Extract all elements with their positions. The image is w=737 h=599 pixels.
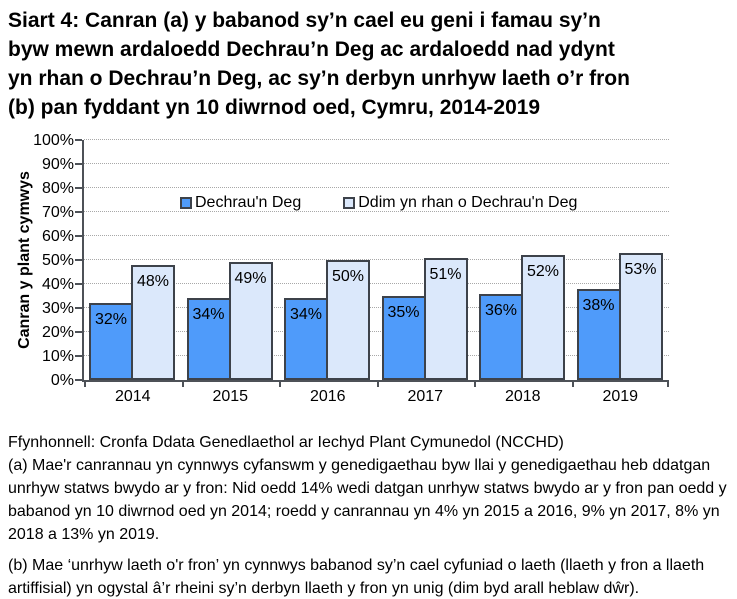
footnote-b: (b) Mae ‘unrhyw laeth o'r fron’ yn cynnw… [8, 557, 705, 597]
bar-value-label: 48% [136, 272, 170, 290]
y-axis-tick-label: 60% [41, 227, 74, 245]
bar-value-label: 50% [331, 268, 365, 285]
legend-label: Dechrau'n Deg [195, 194, 302, 211]
y-axis-tick-label: 40% [41, 275, 74, 293]
bar-2014-series1: 32% [89, 303, 133, 380]
footer-notes: Ffynhonnell: Cronfa Ddata Genedlaethol a… [8, 431, 734, 599]
y-tick-mark [75, 163, 82, 165]
x-axis-tick-label: 2014 [114, 388, 151, 405]
bar-2016-series2: 50% [326, 260, 370, 380]
x-tick-mark [181, 382, 184, 387]
y-tick-mark [75, 307, 82, 309]
bar-2017-series1: 35% [381, 296, 426, 380]
y-axis-tick-label: 30% [41, 299, 74, 317]
bar-value-label: 53% [624, 260, 657, 278]
x-tick-mark [571, 382, 574, 387]
x-axis-tick-label: 2018 [504, 388, 541, 405]
legend: Dechrau'n Deg Ddim yn rhan o Dechrau'n De… [180, 194, 577, 212]
footnote-a: (a) Mae'r canrannau yn cynnwys cyfanswm … [8, 457, 727, 543]
bar-2015-series2: 49% [228, 262, 273, 380]
y-axis-tick-label: 70% [41, 203, 74, 221]
title-line: byw mewn ardaloedd Dechrau’n Deg ac arda… [8, 38, 615, 61]
y-axis-tick-label: 10% [41, 347, 74, 365]
y-tick-mark [75, 259, 82, 261]
bar-value-label: 49% [234, 270, 267, 288]
legend-item: Ddim yn rhan o Dechrau'n Deg [343, 194, 577, 212]
bar-value-label: 38% [582, 296, 615, 314]
y-axis-tick-label: 80% [41, 179, 74, 197]
y-tick-mark [75, 139, 82, 141]
x-tick-mark [279, 382, 281, 387]
y-axis-tick-label: 50% [41, 251, 74, 269]
chart-title: Siart 4: Canran (a) y babanod sy’n cael … [8, 6, 732, 122]
gridline [84, 211, 669, 212]
legend-label: Ddim yn rhan o Dechrau'n Deg [358, 194, 578, 211]
bar-2019-series1: 38% [576, 288, 621, 380]
bar-value-label: 36% [484, 301, 518, 319]
bar-value-label: 32% [94, 311, 128, 329]
bar-2018-series1: 36% [479, 293, 523, 380]
x-tick-mark [84, 382, 86, 387]
title-line: Siart 4: Canran (a) y babanod sy’n cael … [8, 9, 601, 32]
bar-2016-series1: 34% [284, 298, 328, 380]
bar-2014-series2: 48% [131, 264, 175, 380]
legend-swatch-icon [343, 197, 356, 209]
bar-value-label: 52% [526, 263, 560, 281]
legend-item: Dechrau'n Deg [180, 194, 301, 212]
y-tick-mark [75, 235, 82, 237]
gridline [84, 283, 669, 284]
gridline [84, 235, 669, 236]
gridline [84, 187, 669, 188]
y-axis-tick-labels: 0% 10% 20% 30% 40% 50% 60% 70% 80% 90% 100% [0, 132, 74, 389]
y-axis-tick-label: 100% [33, 131, 74, 149]
x-axis-tick-label: 2016 [309, 388, 346, 405]
gridline [84, 259, 669, 260]
bar-value-label: 34% [192, 306, 225, 324]
x-tick-mark [376, 382, 379, 387]
y-tick-mark [75, 331, 82, 333]
y-tick-mark [75, 283, 82, 285]
bar-2015-series1: 34% [186, 298, 231, 380]
legend-swatch-icon [180, 197, 192, 209]
bar-2017-series2: 51% [423, 257, 468, 380]
x-axis-tick-label: 2017 [407, 388, 444, 405]
y-axis-tick-label: 20% [41, 323, 74, 341]
y-axis-tick-label: 90% [41, 155, 74, 173]
gridline [84, 331, 669, 332]
x-axis-tick-label: 2019 [602, 388, 639, 405]
bar-value-label: 51% [429, 265, 462, 283]
gridline [84, 163, 669, 164]
bar-value-label: 35% [387, 304, 420, 321]
title-line: (b) pan fyddant yn 10 diwrnod oed, Cymru… [8, 96, 541, 119]
source-note: Ffynhonnell: Cronfa Ddata Genedlaethol a… [8, 434, 564, 451]
gridline [84, 139, 669, 140]
x-tick-mark [667, 382, 669, 387]
y-tick-mark [75, 379, 82, 381]
title-line: yn rhan o Dechrau’n Deg, ac sy’n derbyn … [8, 67, 630, 90]
bar-2018-series2: 52% [521, 255, 565, 380]
gridline [84, 307, 669, 308]
bar-2019-series2: 53% [618, 252, 663, 380]
x-axis-tick-label: 2015 [212, 388, 249, 405]
gridline [84, 355, 669, 356]
bar-value-label: 34% [289, 306, 323, 324]
y-tick-mark [75, 355, 82, 357]
x-tick-mark [474, 382, 476, 387]
y-tick-mark [75, 211, 82, 213]
y-axis-tick-label: 0% [50, 371, 74, 389]
plot-area: Dechrau'n Deg Ddim yn rhan o Dechrau'n De… [75, 139, 669, 405]
y-tick-mark [75, 187, 82, 189]
